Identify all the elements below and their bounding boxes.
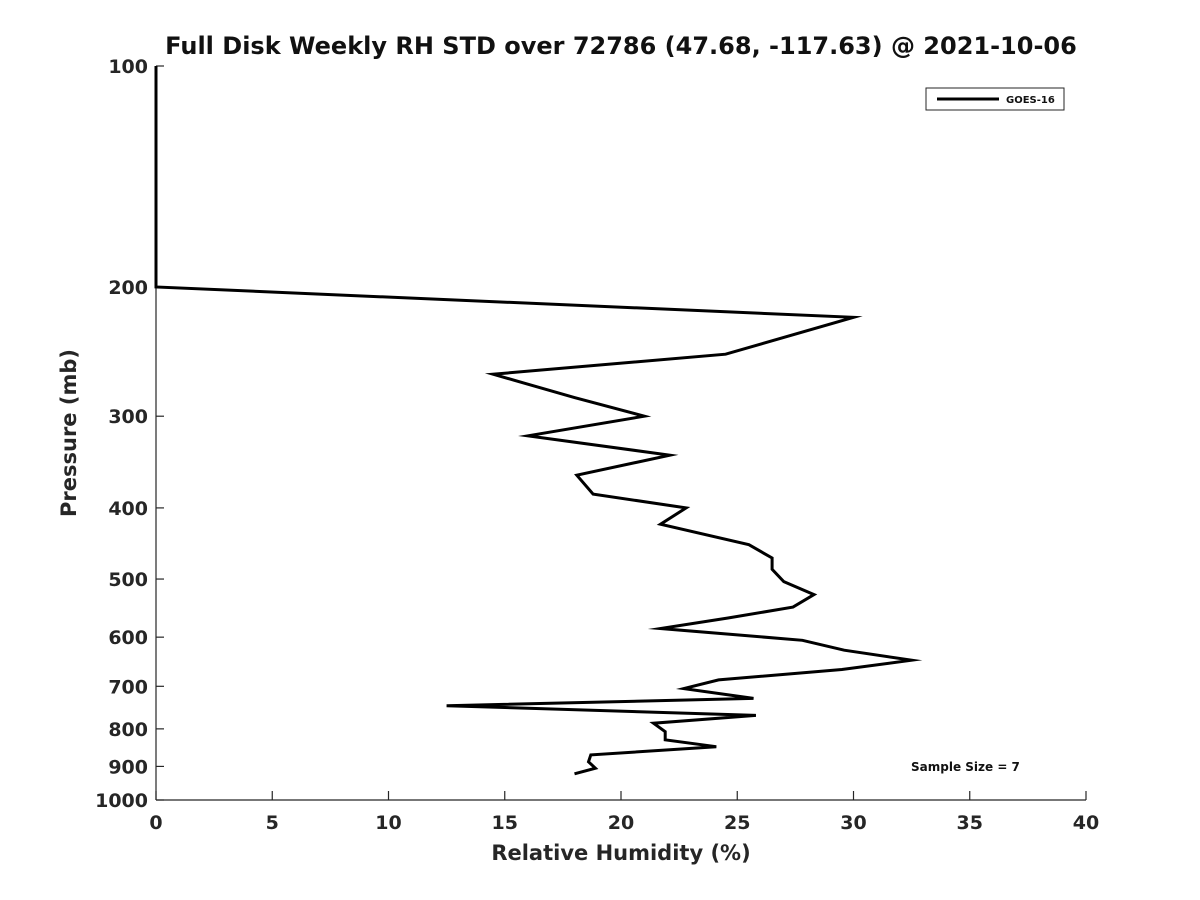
y-tick-label: 300 — [108, 406, 148, 428]
x-tick-label: 10 — [375, 812, 401, 834]
y-tick-label: 600 — [108, 627, 148, 649]
y-tick-label: 400 — [108, 498, 148, 520]
x-tick-label: 5 — [266, 812, 279, 834]
x-tick-label: 0 — [149, 812, 162, 834]
y-tick-label: 1000 — [95, 790, 148, 812]
series-line-goes-16 — [154, 66, 923, 776]
chart-title: Full Disk Weekly RH STD over 72786 (47.6… — [165, 32, 1077, 60]
x-tick-label: 30 — [840, 812, 866, 834]
x-axis-label: Relative Humidity (%) — [491, 841, 750, 865]
y-tick-label: 700 — [108, 676, 148, 698]
series-layer — [154, 66, 923, 776]
x-tick-label: 40 — [1073, 812, 1099, 834]
x-tick-label: 15 — [492, 812, 518, 834]
y-axis-label: Pressure (mb) — [57, 349, 81, 517]
y-tick-label: 100 — [108, 56, 148, 78]
x-ticks: 0 5 10 15 20 25 30 35 40 — [149, 791, 1099, 834]
x-tick-label: 25 — [724, 812, 750, 834]
legend-label-goes-16: GOES-16 — [1006, 95, 1055, 106]
sample-size-annotation: Sample Size = 7 — [911, 760, 1020, 774]
legend: GOES-16 — [925, 87, 1065, 111]
x-tick-label: 35 — [957, 812, 983, 834]
y-tick-label: 500 — [108, 569, 148, 591]
y-tick-label: 800 — [108, 719, 148, 741]
y-tick-label: 900 — [108, 756, 148, 778]
x-tick-label: 20 — [608, 812, 634, 834]
y-tick-label: 200 — [108, 277, 148, 299]
y-ticks: 100 200 300 400 500 600 700 800 900 1000 — [95, 56, 164, 812]
